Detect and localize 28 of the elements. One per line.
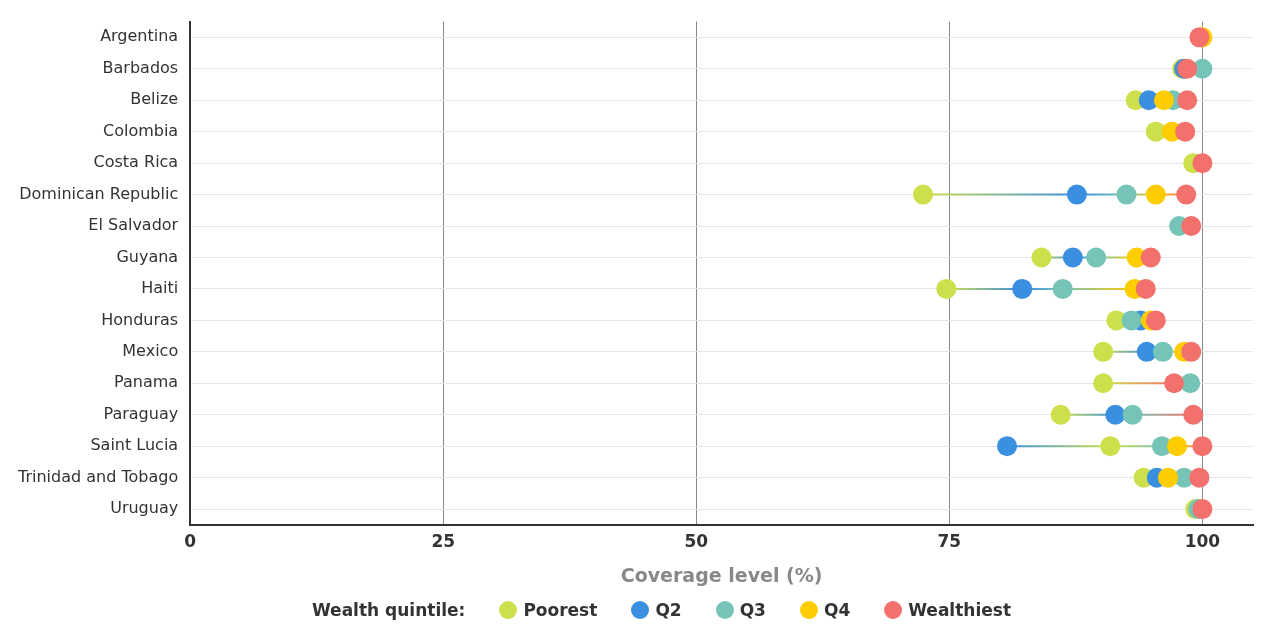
y-tick-label: Uruguay	[110, 498, 179, 518]
x-axis-title: Coverage level (%)	[620, 563, 823, 586]
y-tick-label: Guyana	[116, 246, 179, 266]
x-tick-label: 75	[937, 531, 962, 552]
y-tick-label: Honduras	[101, 309, 179, 329]
y-tick-label: Haiti	[141, 278, 179, 298]
y-tick-label: Trinidad and Tobago	[17, 466, 179, 486]
x-tick-label: 0	[184, 531, 197, 552]
legend-title: Wealth quintile:	[311, 600, 466, 620]
y-tick-label: El Salvador	[88, 215, 179, 235]
legend-label: Q4	[823, 600, 851, 620]
y-tick-label: Dominican Republic	[19, 183, 179, 203]
y-tick-label: Barbados	[102, 57, 179, 77]
y-tick-label: Colombia	[102, 120, 179, 140]
y-tick-label: Panama	[114, 372, 179, 392]
y-tick-label: Costa Rica	[93, 152, 179, 172]
y-tick-label: Argentina	[100, 26, 179, 46]
y-tick-label: Belize	[130, 89, 179, 109]
y-tick-label: Saint Lucia	[90, 435, 179, 455]
x-tick-label: 25	[431, 531, 456, 552]
legend-label: Poorest	[523, 600, 598, 620]
x-tick-label: 100	[1184, 531, 1221, 552]
y-tick-label: Paraguay	[103, 403, 179, 423]
legend-label: Q3	[739, 600, 766, 620]
legend-label: Q2	[655, 600, 682, 620]
y-tick-label: Mexico	[122, 340, 179, 360]
x-tick-label: 50	[684, 531, 709, 552]
legend-label: Wealthiest	[908, 600, 1012, 620]
